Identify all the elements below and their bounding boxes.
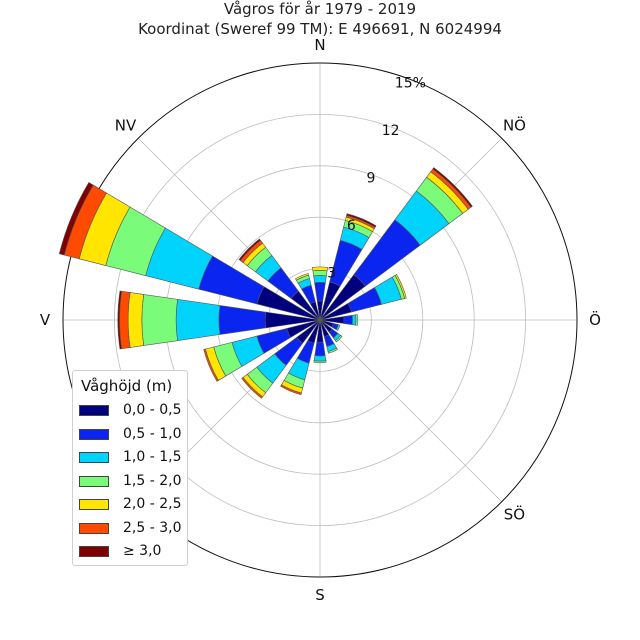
direction-label: SÖ: [504, 504, 525, 523]
legend-swatch: [79, 452, 109, 463]
bar-segment-180-3: [313, 360, 327, 364]
direction-label: N: [314, 36, 325, 54]
bar-segment-270-3: [141, 294, 178, 346]
legend-label: 2,5 - 3,0: [123, 519, 182, 536]
legend-swatch: [79, 546, 109, 557]
chart-title: Vågros för år 1979 - 2019: [224, 0, 416, 18]
bar-segment-90-3: [355, 314, 358, 326]
legend-item: 2,5 - 3,0: [79, 520, 187, 538]
bar-segment-337.5-4: [295, 273, 309, 281]
legend-item: 0,5 - 1,0: [79, 426, 187, 444]
radial-tick-label: 3: [327, 266, 336, 282]
direction-labels: NNÖÖSÖSSVVNV: [40, 36, 601, 604]
bar-segment-270-0: [264, 311, 321, 329]
bar-segment-90-2: [351, 314, 357, 326]
bar-segment-0-4: [312, 266, 328, 272]
legend-swatch: [79, 428, 109, 440]
radial-tick-label: 9: [367, 171, 376, 187]
outer-circle: [62, 62, 578, 578]
legend-label: ≥ 3,0: [123, 543, 162, 559]
legend-swatch: [79, 499, 109, 510]
bar-segment-180-1: [314, 341, 326, 357]
legend-label: 0,5 - 1,0: [123, 425, 182, 442]
legend-swatch: [79, 522, 109, 534]
bar-segment-315-6: [238, 238, 261, 261]
direction-label: S: [315, 586, 325, 604]
radial-tick-labels: 3 6 9 12 15%: [327, 76, 426, 282]
bar-segment-180-2: [313, 355, 327, 362]
legend-title: Våghöjd (m): [81, 377, 173, 395]
bar-segment-135-3: [334, 334, 343, 343]
bar-segment-292.5-6: [58, 182, 94, 256]
legend-swatch: [79, 475, 109, 487]
radial-tick-label: 15%: [395, 76, 426, 92]
bar-segment-90-1: [343, 314, 353, 326]
bar-segment-112.5-2: [335, 324, 341, 331]
rose-bars: [58, 167, 473, 399]
bar-segment-202.5-5: [280, 384, 302, 396]
radial-tick-label: 12: [382, 123, 400, 139]
chart-subtitle: Koordinat (Sweref 99 TM): E 496691, N 60…: [138, 20, 502, 38]
legend-label: 1,0 - 1,5: [123, 449, 182, 465]
legend-item: 1,5 - 2,0: [79, 473, 187, 491]
legend-swatch: [79, 405, 109, 416]
bar-segment-270-1: [218, 305, 267, 335]
bar-segment-22.5-6: [346, 213, 377, 228]
bar-segment-247.5-5: [203, 348, 219, 382]
bar-segment-0-3: [312, 270, 328, 277]
legend-item: 1,0 - 1,5: [79, 449, 187, 467]
direction-label: V: [40, 311, 51, 329]
bar-segment-67.5-4: [394, 274, 407, 299]
bar-segment-0-2: [313, 275, 327, 284]
direction-label: Ö: [589, 310, 601, 329]
bar-segment-270-6: [117, 290, 122, 350]
legend-item: ≥ 3,0: [79, 543, 187, 561]
bar-segment-45-6: [432, 167, 473, 208]
radial-tick-label: 6: [347, 218, 356, 234]
legend-label: 2,0 - 2,5: [123, 496, 182, 512]
direction-label: NÖ: [503, 116, 526, 135]
grid-spoke: [319, 319, 503, 503]
bar-segment-270-4: [127, 292, 144, 348]
legend-item: 0,0 - 0,5: [79, 402, 187, 420]
legend-item: 2,0 - 2,5: [79, 496, 187, 514]
legend: Våghöjd (m) 0,0 - 0,5 0,5 - 1,0 1,0 - 1,5 1…: [72, 370, 188, 566]
direction-label: NV: [115, 117, 137, 135]
bar-segment-225-5: [241, 376, 264, 399]
legend-label: 1,5 - 2,0: [123, 472, 182, 489]
bar-segment-157.5-3: [327, 347, 338, 354]
bar-segment-0-1: [314, 282, 326, 302]
bar-segment-270-2: [175, 299, 221, 341]
legend-label: 0,0 - 0,5: [123, 402, 182, 418]
